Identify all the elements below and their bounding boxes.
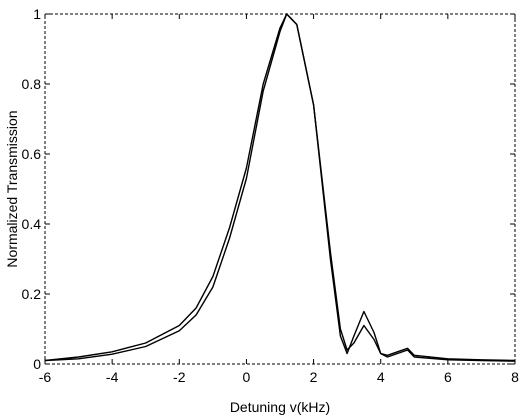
y-tick-label: 0.4 (22, 216, 42, 232)
x-tick-label: 4 (377, 369, 385, 385)
plot-area: -6 -4 -2 0 2 4 6 8 0 0.2 0.4 0.6 0.8 1 (22, 6, 520, 385)
x-tick-label: 0 (243, 369, 251, 385)
x-tick-label: -4 (106, 369, 119, 385)
y-tick-label: 0.2 (22, 286, 42, 302)
x-tick-label: -6 (39, 369, 52, 385)
x-axis-label: Detuning v(kHz) (230, 399, 330, 415)
plot-frame (44, 13, 516, 365)
series-line-1 (44, 13, 516, 362)
series-line-2 (44, 13, 516, 362)
y-axis-label: Normalized Transmission (4, 110, 20, 267)
x-tick-label: 8 (511, 369, 519, 385)
x-tick-label: -2 (173, 369, 186, 385)
y-tick-label: 0.8 (22, 76, 42, 92)
x-tick-label: 6 (444, 369, 452, 385)
x-tick-label: 2 (310, 369, 318, 385)
y-tick-label: 1 (33, 6, 41, 22)
y-tick-label: 0.6 (22, 146, 42, 162)
y-tick-label: 0 (33, 356, 41, 372)
